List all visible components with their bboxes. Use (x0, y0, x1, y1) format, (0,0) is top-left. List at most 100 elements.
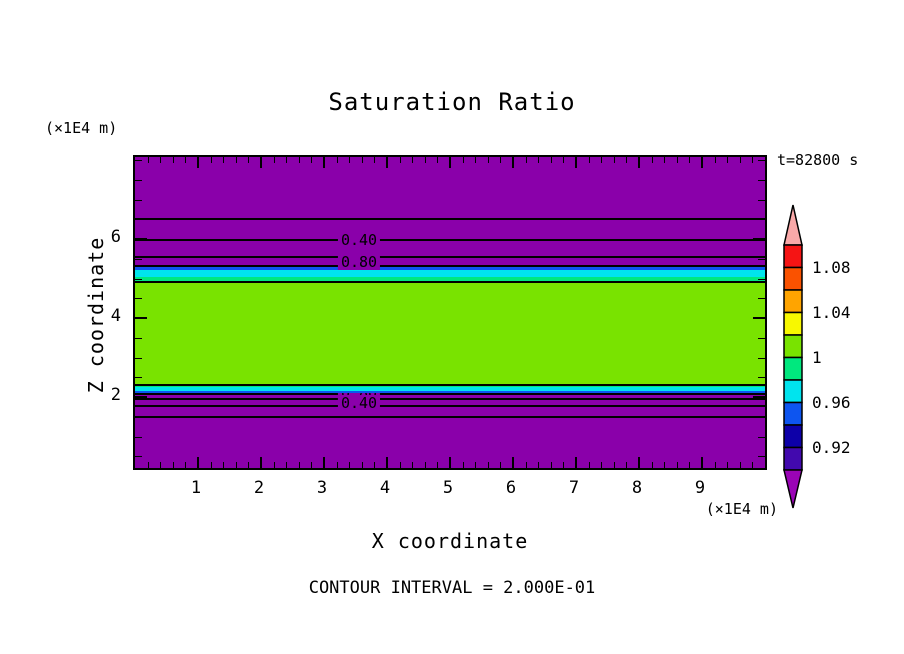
x-minor-tick (286, 157, 288, 163)
y-minor-tick (135, 357, 142, 359)
x-minor-tick (223, 157, 225, 163)
x-major-tick (260, 457, 262, 468)
x-major-tick (449, 457, 451, 468)
contour-label: 0.40 (337, 395, 381, 411)
x-minor-tick (298, 462, 300, 468)
x-minor-tick (437, 462, 439, 468)
x-minor-tick (147, 462, 149, 468)
y-minor-tick (135, 377, 142, 379)
x-major-tick (638, 157, 640, 168)
x-minor-tick (412, 462, 414, 468)
field-band-chartreuse (135, 282, 765, 385)
x-major-tick (260, 157, 262, 168)
y-minor-tick (758, 416, 765, 418)
contour-line (135, 265, 765, 267)
y-tick-label: 2 (110, 385, 121, 405)
y-minor-tick (758, 258, 765, 260)
x-major-tick (449, 157, 451, 168)
field-band-cyan (135, 387, 765, 391)
y-minor-tick (758, 179, 765, 181)
x-minor-tick (311, 462, 313, 468)
x-minor-tick (349, 157, 351, 163)
colorbar-segment-cyan (783, 379, 803, 404)
x-minor-tick (664, 462, 666, 468)
x-minor-tick (613, 157, 615, 163)
x-minor-tick (752, 157, 754, 163)
y-minor-tick (758, 337, 765, 339)
x-minor-tick (525, 462, 527, 468)
y-minor-tick (758, 219, 765, 221)
x-minor-tick (651, 462, 653, 468)
x-major-tick (386, 157, 388, 168)
y-minor-tick (135, 199, 142, 201)
y-minor-tick (758, 357, 765, 359)
x-minor-tick (601, 157, 603, 163)
x-minor-tick (160, 157, 162, 163)
x-tick-label: 1 (190, 478, 202, 498)
x-major-tick (197, 157, 199, 168)
y-minor-tick (135, 436, 142, 438)
y-major-tick (135, 396, 147, 398)
x-minor-tick (689, 462, 691, 468)
contour-line (135, 239, 765, 241)
x-minor-tick (727, 462, 729, 468)
x-minor-tick (651, 157, 653, 163)
x-minor-tick (689, 157, 691, 163)
x-major-tick (701, 457, 703, 468)
x-minor-tick (286, 462, 288, 468)
x-minor-tick (538, 462, 540, 468)
x-minor-tick (185, 462, 187, 468)
y-minor-tick (135, 160, 142, 161)
colorbar-label: 1 (812, 347, 822, 367)
x-minor-tick (588, 157, 590, 163)
x-minor-tick (487, 157, 489, 163)
contour-label: 0.40 (337, 232, 381, 248)
x-minor-tick (626, 157, 628, 163)
x-minor-tick (185, 157, 187, 163)
colorbar-segment-indigo (783, 446, 803, 471)
x-minor-tick (160, 462, 162, 468)
y-minor-tick (758, 377, 765, 379)
x-major-tick (638, 457, 640, 468)
x-minor-tick (563, 462, 565, 468)
y-major-tick (135, 317, 147, 319)
contour-line (135, 398, 765, 400)
x-minor-tick (626, 462, 628, 468)
x-minor-tick (374, 157, 376, 163)
y-minor-tick (135, 179, 142, 181)
x-major-tick (386, 457, 388, 468)
x-minor-tick (752, 462, 754, 468)
colorbar-segment-red (783, 244, 803, 269)
colorbar-over-arrow (783, 204, 803, 246)
x-minor-tick (399, 462, 401, 468)
time-annotation: t=82800 s (777, 151, 859, 169)
contour-line (135, 256, 765, 258)
x-minor-tick (273, 157, 275, 163)
x-minor-tick (475, 462, 477, 468)
x-minor-tick (273, 462, 275, 468)
y-minor-tick (135, 258, 142, 260)
x-minor-tick (613, 462, 615, 468)
x-minor-tick (550, 157, 552, 163)
y-minor-tick (758, 278, 765, 280)
x-minor-tick (487, 462, 489, 468)
y-major-tick (135, 238, 147, 240)
x-major-tick (323, 157, 325, 168)
x-major-tick (575, 457, 577, 468)
x-minor-tick (248, 157, 250, 163)
colorbar-segment-orangered (783, 266, 803, 291)
x-minor-tick (349, 462, 351, 468)
x-major-tick (512, 457, 514, 468)
x-minor-tick (563, 157, 565, 163)
contour-line (135, 416, 765, 418)
x-minor-tick (500, 462, 502, 468)
x-minor-tick (462, 157, 464, 163)
x-minor-tick (235, 462, 237, 468)
x-minor-tick (336, 462, 338, 468)
x-minor-tick (298, 157, 300, 163)
x-minor-tick (462, 462, 464, 468)
x-minor-tick (727, 157, 729, 163)
field-band-spring (135, 277, 765, 282)
field-band-cyan (135, 270, 765, 277)
x-minor-tick (588, 462, 590, 468)
